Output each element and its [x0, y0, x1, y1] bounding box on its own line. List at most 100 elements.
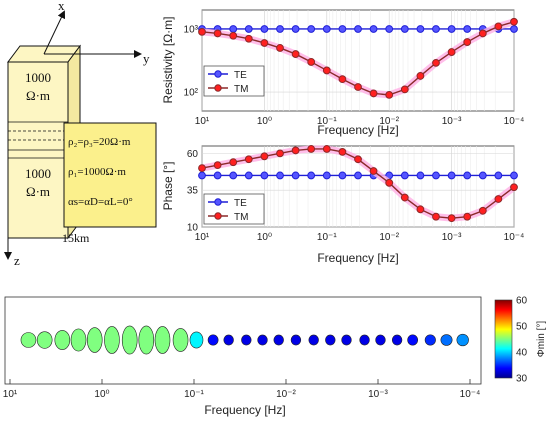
phase-series — [198, 145, 518, 223]
phase-tensor-ellipse — [308, 334, 319, 346]
data-point-te — [307, 171, 316, 180]
data-point-te — [213, 171, 222, 180]
axis-y-label: y — [143, 51, 150, 66]
colorbar-tick-label: 40 — [516, 348, 528, 359]
data-point-te — [291, 25, 300, 33]
data-point-te — [385, 25, 394, 33]
data-point-tm — [307, 58, 316, 66]
data-point-tm — [260, 39, 269, 47]
phase-tensor-ellipse — [20, 332, 37, 348]
data-point-tm — [494, 195, 503, 203]
phase-tensor-ellipse — [359, 334, 370, 346]
data-point-tm — [276, 149, 284, 158]
colorbar-tick-label: 50 — [516, 322, 528, 333]
data-point-te — [276, 25, 284, 33]
phase-xlabel: Frequency [Hz] — [317, 251, 398, 265]
x-tick-label: 10⁻¹ — [184, 389, 204, 400]
data-point-te — [400, 25, 409, 33]
data-point-tm — [369, 89, 378, 98]
data-point-tm — [229, 158, 238, 167]
upper-layer-resistivity: 1000 — [25, 70, 51, 85]
phase-tensor-ellipse — [290, 334, 302, 346]
data-point-te — [229, 25, 238, 33]
data-point-te — [447, 25, 456, 33]
phase-tensor-ellipse — [121, 325, 138, 355]
data-point-te — [354, 25, 362, 33]
x-tick-label: 10⁰ — [257, 116, 272, 127]
x-tick-label: 10⁻² — [276, 389, 296, 400]
data-point-tm — [432, 58, 440, 67]
x-tick-label: 10⁻² — [379, 116, 399, 127]
phase-panel: 10¹ 10⁰ 10⁻¹ 10⁻² 10⁻³ 10⁻⁴ 10 35 60 Frequency [… — [161, 145, 525, 265]
ellipse-xlabel: Frequency [Hz] — [204, 403, 285, 417]
phase-tensor-ellipse — [36, 331, 53, 349]
data-point-tm — [447, 214, 456, 223]
phase-tensor-ellipse — [341, 334, 352, 346]
model-parameter-box — [63, 122, 157, 228]
data-point-te — [494, 171, 503, 180]
phase-tensor-ellipse — [375, 334, 386, 346]
data-point-te — [244, 171, 253, 180]
data-point-tm — [307, 145, 316, 153]
resistivity-series — [198, 17, 518, 99]
data-point-te — [463, 25, 472, 33]
phase-ylabel: Phase [°] — [161, 162, 175, 211]
ellipse-panel: 10¹ 10⁰ 10⁻¹ 10⁻² 10⁻³ 10⁻⁴ Frequency [Hz] 60… — [3, 296, 547, 418]
data-point-tm — [229, 31, 238, 40]
x-tick-label: 10⁰ — [94, 389, 109, 400]
data-point-te — [354, 171, 362, 180]
phase-tensor-ellipse — [86, 327, 103, 353]
phase-tensor-ellipse — [456, 333, 469, 347]
phase-tensor-ellipse — [273, 334, 284, 346]
upper-layer-unit: Ω·m — [26, 88, 50, 103]
axis-x-arrow — [43, 10, 66, 55]
data-point-te — [338, 25, 347, 33]
data-point-te — [463, 171, 472, 180]
resistivity-xlabel: Frequency [Hz] — [317, 123, 398, 137]
resistivity-legend: TE TM — [203, 65, 265, 97]
data-point-tm — [291, 50, 300, 58]
x-tick-label: 10⁻³ — [442, 232, 462, 243]
x-tick-label: 10¹ — [195, 116, 210, 127]
data-point-tm — [213, 29, 222, 38]
x-tick-label: 10⁻³ — [442, 116, 462, 127]
data-point-tm — [260, 152, 269, 161]
y-tick-label: 10 — [187, 223, 199, 234]
data-point-te — [510, 25, 518, 33]
phase-tensor-ellipse — [407, 334, 419, 346]
data-point-tm — [432, 212, 440, 221]
data-point-te — [416, 171, 425, 180]
data-point-tm — [400, 85, 409, 94]
phase-tensor-ellipse — [70, 328, 87, 352]
data-point-tm — [322, 145, 331, 153]
data-point-te — [369, 25, 378, 33]
data-point-te — [432, 25, 440, 33]
data-point-tm — [291, 146, 300, 155]
y-tick-label: 10² — [184, 88, 199, 99]
legend-tm-marker — [214, 84, 222, 92]
lower-layer-resistivity: 1000 — [25, 166, 51, 181]
x-tick-label: 10⁻⁴ — [504, 232, 525, 243]
data-point-tm — [416, 72, 425, 80]
ellipse-tick-labels: 10¹ 10⁰ 10⁻¹ 10⁻² 10⁻³ 10⁻⁴ — [3, 379, 480, 400]
data-point-tm — [244, 155, 253, 164]
colorbar — [494, 299, 513, 379]
data-point-tm — [276, 44, 284, 52]
resistivity-legend-box — [203, 65, 265, 97]
data-point-tm — [198, 164, 206, 172]
colorbar-tick-label: 30 — [516, 374, 528, 385]
data-point-tm — [385, 178, 394, 187]
legend-tm-label: TM — [234, 212, 248, 223]
x-tick-label: 10⁻¹ — [317, 116, 337, 127]
data-point-te — [510, 171, 518, 180]
x-tick-label: 10¹ — [3, 389, 18, 400]
phase-tensor-ellipse — [223, 334, 234, 346]
y-tick-label: 35 — [187, 186, 199, 197]
data-point-tm — [463, 212, 472, 221]
data-point-te — [322, 25, 331, 33]
phase-legend-box — [203, 193, 265, 225]
phase-tensor-ellipse — [391, 334, 403, 346]
data-point-te — [338, 171, 347, 180]
x-tick-label: 10⁰ — [257, 232, 272, 243]
